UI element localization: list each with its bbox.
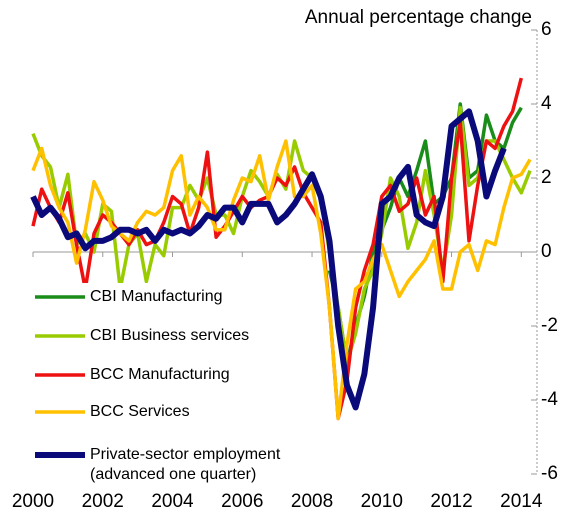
y-tick-label: 6 — [541, 19, 552, 40]
y-tick-label: -6 — [541, 463, 558, 484]
legend-label: CBI Business services — [90, 327, 249, 344]
legend-label: CBI Manufacturing — [90, 288, 223, 305]
legend-label: Private-sector employment — [90, 446, 281, 463]
legend-label: BCC Manufacturing — [90, 366, 230, 383]
x-tick-label: 2008 — [291, 491, 333, 512]
legend-note: (advanced one quarter) — [90, 466, 256, 483]
legend-bg — [30, 441, 330, 489]
series-line — [30, 108, 507, 411]
y-tick-label: 2 — [541, 167, 552, 188]
y-axis-label: Annual percentage change — [305, 7, 532, 28]
y-tick-label: -2 — [541, 315, 558, 336]
x-tick-label: 2004 — [151, 491, 194, 512]
series-line — [31, 77, 523, 421]
x-tick-label: 2014 — [500, 491, 543, 512]
y-tick-label: -4 — [541, 389, 558, 410]
x-tick-label: 2006 — [221, 491, 263, 512]
x-tick-label: 2012 — [430, 491, 472, 512]
legend-label: BCC Services — [90, 403, 190, 420]
x-tick-label: 2002 — [82, 491, 124, 512]
x-tick-label: 2000 — [12, 491, 54, 512]
x-tick-label: 2010 — [361, 491, 403, 512]
y-tick-label: 4 — [541, 93, 552, 114]
y-tick-label: 0 — [541, 241, 552, 262]
